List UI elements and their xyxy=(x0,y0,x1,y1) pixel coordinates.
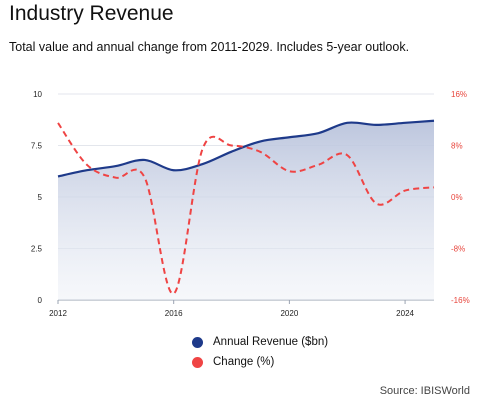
legend-swatch-revenue xyxy=(192,336,203,348)
y-right-tick-label: -16% xyxy=(451,296,470,305)
y-left-tick-label: 5 xyxy=(38,193,43,202)
line-chart: 0 -16% 2.5 -8% 5 0% 7.5 8% 10 16% 2012 2016 2020 2024 xyxy=(31,90,470,318)
series-line-revenue xyxy=(57,119,435,178)
x-tick-label: 2024 xyxy=(396,309,414,318)
y-right-tick-label: 8% xyxy=(451,142,463,151)
x-tick-label: 2012 xyxy=(49,309,67,318)
x-tick-label: 2020 xyxy=(280,309,298,318)
chart-title: Industry Revenue xyxy=(9,2,174,25)
y-right-tick-label: 0% xyxy=(451,193,463,202)
y-left-tick-label: 2.5 xyxy=(31,245,43,254)
chart-subtitle: Total value and annual change from 2011-… xyxy=(9,40,410,54)
source-note: Source: IBISWorld xyxy=(379,385,470,397)
x-tick-label: 2016 xyxy=(165,309,183,318)
y-left-tick-label: 0 xyxy=(38,296,43,305)
y-right-tick-label: 16% xyxy=(451,90,467,99)
legend-label-change: Change (%) xyxy=(213,356,275,368)
legend-item-revenue: Annual Revenue ($bn) xyxy=(192,332,328,352)
y-left-tick-label: 10 xyxy=(33,90,42,99)
series-line-change xyxy=(57,122,435,295)
legend: Annual Revenue ($bn) Change (%) xyxy=(192,332,328,372)
revenue-area xyxy=(58,120,434,300)
legend-swatch-change xyxy=(192,356,203,368)
y-right-tick-label: -8% xyxy=(451,245,465,254)
legend-label-revenue: Annual Revenue ($bn) xyxy=(213,336,329,348)
chart-panel: 0 -16% 2.5 -8% 5 0% 7.5 8% 10 16% 2012 2016 2020 2024 xyxy=(0,72,500,352)
y-left-tick-label: 7.5 xyxy=(31,142,43,151)
legend-item-change: Change (%) xyxy=(192,352,328,372)
